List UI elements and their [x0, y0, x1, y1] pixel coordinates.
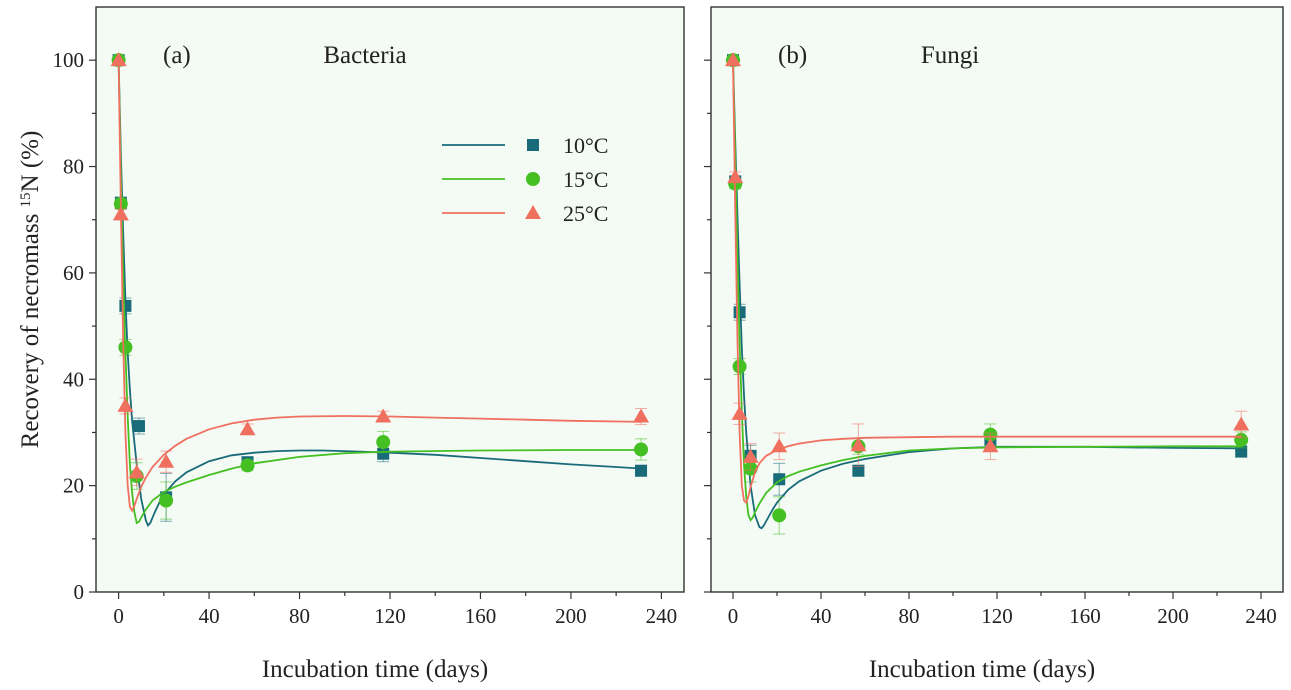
legend-marker — [525, 205, 541, 219]
panel-title: Bacteria — [323, 42, 406, 69]
legend-item: 25°C — [442, 201, 608, 226]
y-tick-label: 60 — [63, 261, 84, 285]
legend-marker — [526, 172, 540, 186]
data-point — [850, 437, 867, 452]
x-axis-label: Incubation time (days) — [869, 656, 1095, 683]
y-tick-label: 80 — [63, 155, 84, 179]
data-point — [158, 453, 175, 468]
x-tick-label: 240 — [1245, 604, 1277, 628]
panel-label: (a) — [163, 42, 191, 69]
series-25C — [110, 52, 650, 513]
data-point — [117, 397, 134, 412]
data-point — [159, 493, 174, 508]
x-tick-label: 0 — [113, 604, 124, 628]
panel-b: 0 40 80 120 160 200 240 Incubation time (days) (… — [704, 6, 1284, 683]
panel-title: Fungi — [921, 42, 979, 69]
data-point — [239, 421, 256, 436]
x-tick-label: 120 — [981, 604, 1013, 628]
data-point — [240, 458, 255, 473]
plot-area — [95, 6, 685, 593]
data-point — [727, 169, 744, 184]
x-tick-label: 200 — [1157, 604, 1189, 628]
legend-marker — [527, 139, 539, 151]
x-tick-label: 80 — [899, 604, 920, 628]
data-point — [112, 206, 129, 221]
data-point — [982, 438, 999, 453]
legend-label: 10°C — [563, 133, 608, 158]
data-point — [128, 464, 145, 479]
data-point — [1233, 416, 1250, 431]
plot-area — [710, 6, 1284, 593]
data-point — [732, 359, 747, 374]
y-tick-label: 100 — [53, 48, 85, 72]
legend-item: 10°C — [442, 133, 608, 158]
panel-a: 0 40 80 120 160 200 240 0 20 40 60 80 100 Incubation … — [17, 6, 685, 683]
data-point — [377, 447, 390, 460]
y-tick-label: 40 — [63, 367, 84, 391]
x-tick-label: 40 — [199, 604, 220, 628]
data-point — [1235, 445, 1248, 458]
fit-line — [117, 60, 642, 528]
series-25C — [725, 52, 1250, 505]
data-point — [376, 435, 391, 450]
x-tick-label: 200 — [555, 604, 587, 628]
legend-item: 15°C — [442, 167, 608, 192]
legend: 10°C 15°C 25°C — [442, 133, 608, 226]
data-point — [110, 52, 127, 67]
x-tick-label: 120 — [374, 604, 406, 628]
fit-line — [117, 60, 642, 513]
panel-label: (b) — [778, 42, 807, 69]
data-point — [771, 438, 788, 453]
fit-line — [117, 60, 641, 525]
data-point — [132, 420, 145, 433]
data-point — [852, 464, 865, 477]
legend-label: 25°C — [563, 201, 608, 226]
y-tick-label: 20 — [63, 474, 84, 498]
data-point — [742, 448, 759, 463]
x-axis-label: Incubation time (days) — [262, 656, 488, 683]
data-point — [772, 508, 787, 523]
data-point — [634, 442, 649, 457]
x-tick-label: 160 — [465, 604, 497, 628]
data-point — [375, 408, 392, 423]
x-tick-label: 0 — [728, 604, 739, 628]
y-tick-label: 0 — [74, 580, 85, 604]
x-tick-label: 40 — [811, 604, 832, 628]
data-point — [635, 464, 648, 477]
data-point — [118, 340, 133, 355]
data-point — [119, 299, 132, 312]
data-point — [731, 405, 748, 420]
data-point — [633, 408, 650, 423]
legend-label: 15°C — [563, 167, 608, 192]
x-tick-label: 240 — [646, 604, 678, 628]
data-point — [725, 52, 741, 67]
y-axis-label: Recovery of necromass 15N (%) — [17, 131, 44, 449]
x-tick-label: 80 — [289, 604, 310, 628]
fit-line — [732, 60, 1242, 505]
x-tick-label: 160 — [1069, 604, 1101, 628]
